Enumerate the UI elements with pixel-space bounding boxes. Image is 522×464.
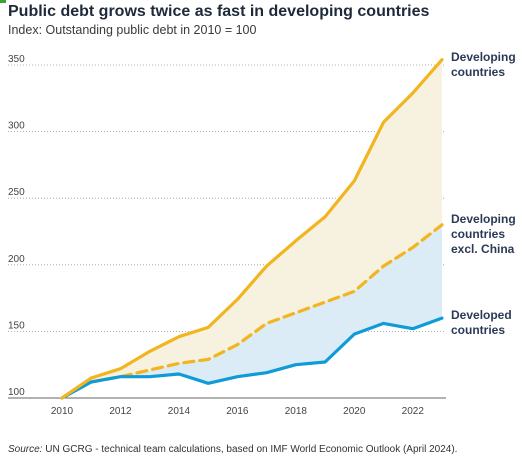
x-tick-label-2018: 2018: [285, 406, 308, 417]
y-tick-labels: 100 150 200 250 300 350: [8, 54, 25, 398]
chart-subtitle: Index: Outstanding public debt in 2010 =…: [8, 23, 257, 37]
x-tick-label-2014: 2014: [168, 406, 191, 417]
x-tick-label-2022: 2022: [402, 406, 425, 417]
series-line-1: [60, 58, 444, 400]
y-tick-label-100: 100: [8, 387, 25, 398]
series-label-1: Developing countries: [451, 50, 516, 79]
y-tick-label-200: 200: [8, 254, 25, 265]
series-labels: Developing countries Developing countries ex…: [451, 50, 516, 337]
accent-strip: [0, 0, 6, 3]
y-tick-label-250: 250: [8, 187, 25, 198]
source-note: Source: UN GCRG - technical team calcula…: [8, 444, 457, 455]
area-fills: [62, 59, 442, 398]
y-tick-label-350: 350: [8, 54, 25, 65]
source-label: Source:: [8, 444, 43, 455]
series-line-3: [60, 316, 444, 400]
x-tick-label-2020: 2020: [343, 406, 366, 417]
series-label-2: Developing countries excl. China: [451, 212, 516, 256]
x-tick-label-2016: 2016: [226, 406, 249, 417]
x-tick-label-2010: 2010: [51, 406, 74, 417]
area-fill-2: [62, 224, 442, 398]
chart-title: Public debt grows twice as fast in devel…: [8, 3, 430, 20]
series-lines: [60, 58, 444, 400]
y-tick-label-150: 150: [8, 320, 25, 331]
x-tick-labels: 2010 2012 2014 2016 2018 2020 2022: [51, 406, 424, 417]
area-fill-1: [62, 59, 442, 398]
series-label-3: Developed countries: [451, 308, 512, 337]
source-text: UN GCRG - technical team calculations, b…: [45, 444, 458, 455]
x-tick-label-2012: 2012: [109, 406, 132, 417]
y-tick-label-300: 300: [8, 121, 25, 132]
